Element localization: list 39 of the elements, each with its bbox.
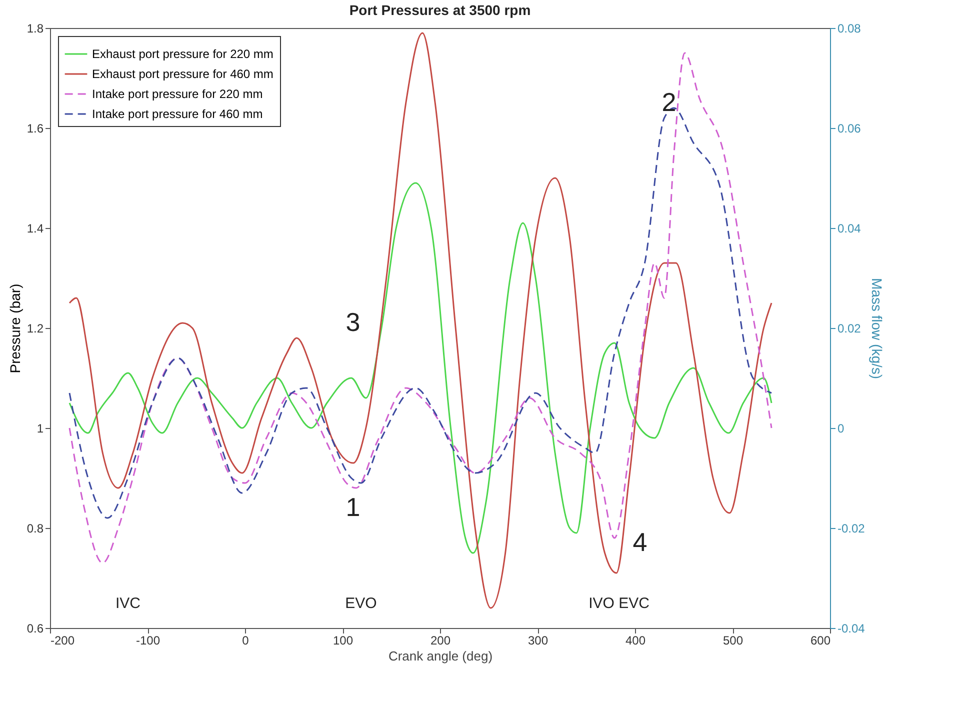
y2-tick-label: 0.06 (838, 122, 862, 136)
legend-label: Exhaust port pressure for 220 mm (92, 47, 274, 61)
x-tick-label: 300 (528, 634, 548, 648)
x-tick-label: 500 (722, 634, 744, 648)
x-tick-label: -200 (50, 634, 75, 648)
legend-label: Exhaust port pressure for 460 mm (92, 67, 274, 81)
chart-title: Port Pressures at 3500 rpm (349, 2, 531, 18)
y2-tick-label: -0.04 (838, 622, 866, 636)
annotation: IVC (115, 595, 141, 612)
x-tick-label: 600 (810, 634, 831, 648)
y2-axis-title: Mass flow (kg/s) (868, 278, 885, 380)
y-tick-label: 1.4 (26, 222, 44, 236)
y2-tick-label: 0 (838, 422, 844, 436)
x-tick-label: 400 (625, 634, 646, 648)
legend-label: Intake port pressure for 460 mm (92, 107, 263, 121)
y-tick-label: 1.6 (26, 122, 44, 136)
x-tick-label: 100 (332, 634, 354, 648)
y2-tick-label: 0.04 (838, 222, 862, 236)
y2-tick-label: 0.02 (838, 322, 862, 336)
x-tick-label: 200 (430, 634, 451, 648)
annotation: 4 (632, 527, 648, 557)
legend-label: Intake port pressure for 220 mm (92, 87, 263, 101)
y-tick-label: 1 (36, 422, 44, 436)
y-tick-label: 1.8 (26, 22, 44, 36)
y-tick-label: 0.6 (26, 622, 44, 636)
annotation: 2 (662, 87, 676, 117)
y-tick-label: 0.8 (26, 522, 44, 536)
y2-tick-label: 0.08 (838, 22, 862, 36)
line-series (68, 182, 772, 554)
y-tick-label: 1.2 (26, 322, 44, 336)
y2-tick-label: -0.02 (838, 522, 866, 536)
annotation: 1 (346, 492, 360, 522)
x-axis-title: Crank angle (deg) (388, 648, 493, 664)
annotation: EVO (345, 595, 377, 612)
y-axis-title: Pressure (bar) (6, 284, 23, 374)
x-tick-label: -100 (136, 634, 160, 648)
x-tick-label: 0 (242, 634, 250, 648)
annotation: IVO EVC (588, 595, 650, 612)
annotation: 3 (346, 307, 360, 337)
